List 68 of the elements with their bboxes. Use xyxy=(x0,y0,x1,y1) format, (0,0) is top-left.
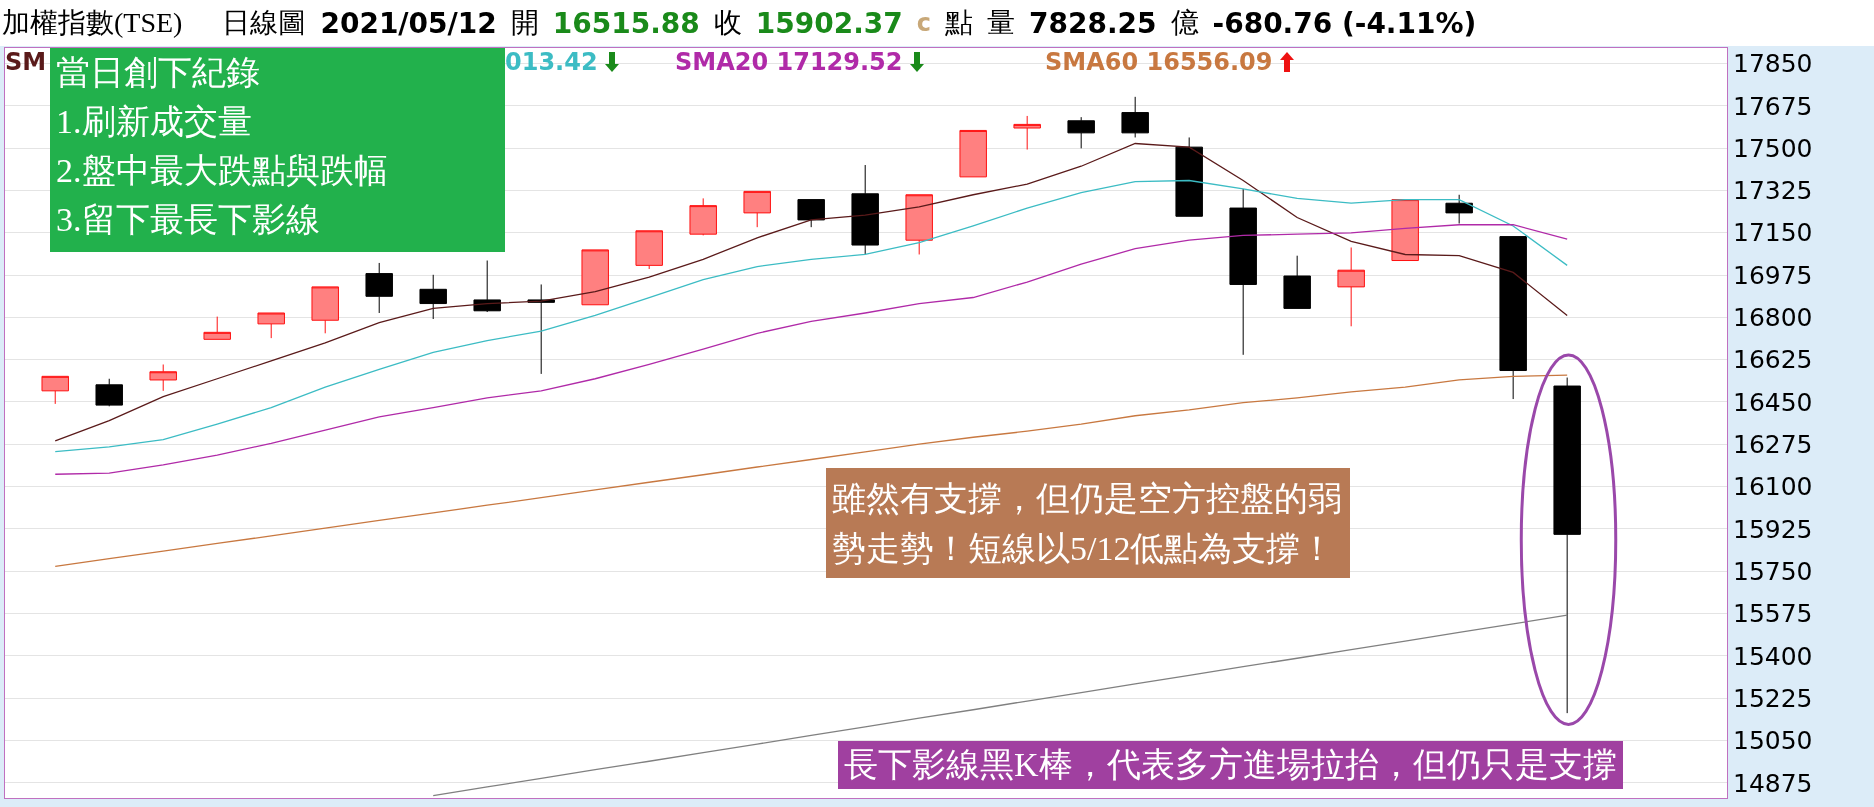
y-tick-label: 17850 xyxy=(1733,49,1813,79)
y-tick-label: 16625 xyxy=(1733,345,1813,375)
candlestick xyxy=(95,378,123,407)
text: SMA20 17129.52 xyxy=(675,48,903,76)
text: 點 xyxy=(945,6,974,40)
candlestick xyxy=(743,190,771,228)
text: 開 xyxy=(510,6,539,40)
candlestick xyxy=(1553,377,1581,714)
candlestick xyxy=(851,164,879,255)
text: 億 xyxy=(1170,6,1199,40)
candlestick xyxy=(311,286,339,334)
note-box: 長下影線黑K棒，代表多方進場拉抬，但仍只是支撐 xyxy=(838,741,1623,789)
candlestick xyxy=(1067,116,1095,149)
text: SMA60 16556.09 xyxy=(1045,48,1273,76)
note-box: 當日創下紀錄 1.刷新成交量 2.盤中最大跌點與跌幅 3.留下最長下影線 xyxy=(50,48,505,252)
note-box: 雖然有支撐，但仍是空方控盤的弱勢走勢！短線以5/12低點為支撐！ xyxy=(826,468,1350,578)
y-tick-label: 15225 xyxy=(1733,683,1813,713)
candlestick xyxy=(1499,236,1527,400)
candlestick xyxy=(959,129,987,178)
y-tick-label: 14875 xyxy=(1733,768,1813,798)
candlestick xyxy=(365,262,393,314)
y-tick-label: 15575 xyxy=(1733,599,1813,629)
candlestick xyxy=(635,230,663,270)
text: 量 xyxy=(987,6,1016,40)
y-tick-label: 17150 xyxy=(1733,218,1813,248)
candlestick xyxy=(149,363,177,392)
text: -680.76 (-4.11%) xyxy=(1212,6,1477,40)
text: 16515.88 xyxy=(552,6,700,40)
y-tick-label: 17675 xyxy=(1733,91,1813,121)
y-tick-label: 15050 xyxy=(1733,726,1813,756)
candlestick xyxy=(581,249,609,306)
candlestick xyxy=(203,316,231,340)
chart-subtitle: 日線圖 xyxy=(222,6,307,40)
candlestick xyxy=(1229,188,1257,356)
candlestick xyxy=(1337,246,1365,327)
text: 收 xyxy=(713,6,742,40)
y-tick-label: 15925 xyxy=(1733,514,1813,544)
candlestick xyxy=(1013,115,1041,151)
candlestick xyxy=(1121,96,1149,138)
text: c xyxy=(916,9,932,37)
candlestick xyxy=(257,312,285,339)
candlestick xyxy=(1283,255,1311,309)
candlestick xyxy=(1175,136,1203,217)
y-tick-label: 16450 xyxy=(1733,387,1813,417)
candlestick xyxy=(473,260,501,313)
candlestick xyxy=(41,375,69,405)
candlestick xyxy=(905,194,933,255)
candlestick xyxy=(1445,194,1473,225)
candlestick xyxy=(797,199,825,228)
text: 013.42 xyxy=(505,48,598,76)
candlestick xyxy=(689,197,717,236)
y-tick-label: 17325 xyxy=(1733,176,1813,206)
line-series xyxy=(54,374,1568,568)
y-tick-label: 17500 xyxy=(1733,133,1813,163)
y-tick-label: 15400 xyxy=(1733,641,1813,671)
text: SM xyxy=(5,48,47,76)
candlestick xyxy=(419,274,447,320)
y-tick-label: 15750 xyxy=(1733,556,1813,586)
chart-title: 加權指數(TSE) xyxy=(2,6,183,40)
text: 15902.37 xyxy=(755,6,903,40)
line-series xyxy=(54,142,1568,442)
candlestick xyxy=(1391,199,1419,262)
y-tick-label: 16100 xyxy=(1733,472,1813,502)
text: 2021/05/12 xyxy=(320,6,497,40)
y-tick-label: 16975 xyxy=(1733,260,1813,290)
text: 7828.25 xyxy=(1029,6,1157,40)
y-tick-label: 16800 xyxy=(1733,303,1813,333)
y-tick-label: 16275 xyxy=(1733,430,1813,460)
